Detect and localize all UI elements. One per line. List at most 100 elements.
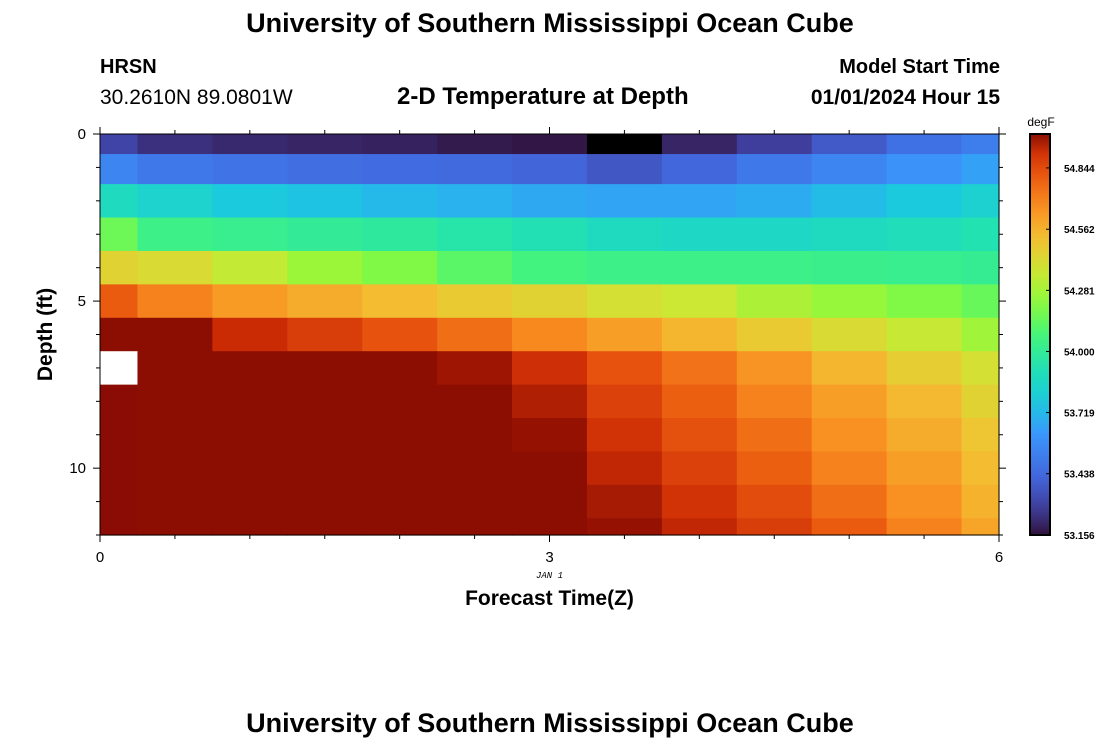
heatmap-cell (362, 451, 438, 486)
heatmap-cell (961, 384, 1000, 419)
heatmap-cell (512, 518, 588, 536)
heatmap-cell (137, 184, 213, 219)
heatmap-cell (512, 184, 588, 219)
heatmap-cell (287, 351, 363, 386)
heatmap-cell (100, 518, 139, 536)
heatmap-cell (961, 284, 1000, 319)
colorbar-tick-label: 54.844 (1064, 164, 1095, 175)
heatmap-cell (100, 184, 139, 219)
heatmap-cell (100, 384, 139, 419)
heatmap-cell (661, 418, 738, 453)
heatmap-cell (212, 250, 288, 285)
heatmap-cell (100, 154, 139, 185)
heatmap-cell (961, 484, 1000, 519)
heatmap-cell (362, 518, 438, 536)
heatmap-cell (437, 134, 513, 155)
heatmap-cell (212, 317, 288, 352)
heatmap-cell (137, 154, 213, 185)
x-tick-label: 0 (96, 549, 104, 566)
heatmap-cell (661, 484, 738, 519)
heatmap-cell (212, 451, 288, 486)
heatmap-cell (736, 184, 813, 219)
heatmap-cell (886, 351, 963, 386)
heatmap-cell (811, 451, 888, 486)
heatmap-cell (512, 217, 588, 252)
station-name: HRSN (100, 56, 157, 78)
heatmap-cell (137, 217, 213, 252)
heatmap-cell (811, 284, 888, 319)
colorbar-tick-label: 54.281 (1064, 286, 1095, 297)
heatmap-cell (512, 384, 588, 419)
heatmap-cell (100, 134, 139, 155)
heatmap-cell (661, 284, 738, 319)
heatmap-cell (736, 418, 813, 453)
heatmap-cell (586, 451, 663, 486)
heatmap-cell (586, 217, 663, 252)
heatmap-cell (736, 134, 813, 155)
heatmap-cell (287, 134, 363, 155)
heatmap-cell (137, 317, 213, 352)
x-axis-label: Forecast Time(Z) (465, 587, 634, 610)
heatmap-cell (586, 518, 663, 536)
heatmap-cell (437, 418, 513, 453)
heatmap-cell (212, 134, 288, 155)
colorbar-tick-label: 53.156 (1064, 531, 1095, 542)
heatmap-cell (362, 484, 438, 519)
heatmap-cell (961, 518, 1000, 536)
station-coordinates: 30.2610N 89.0801W (100, 86, 293, 109)
heatmap-cell (886, 451, 963, 486)
y-axis-label: Depth (ft) (34, 288, 57, 381)
heatmap-cell (100, 418, 139, 453)
heatmap-cell (212, 217, 288, 252)
heatmap-cell (811, 418, 888, 453)
heatmap-cell (586, 154, 663, 185)
colorbar-tick-label: 54.562 (1064, 225, 1095, 236)
heatmap-cell (811, 250, 888, 285)
colorbar-tick-label: 53.719 (1064, 409, 1095, 420)
heatmap-cell (212, 284, 288, 319)
heatmap-cell (512, 134, 588, 155)
heatmap-cell (287, 418, 363, 453)
heatmap-cell (287, 154, 363, 185)
heatmap-cell (811, 351, 888, 386)
heatmap-cell (437, 451, 513, 486)
heatmap-cell (437, 384, 513, 419)
heatmap-cell (886, 518, 963, 536)
heatmap-cell (362, 217, 438, 252)
y-tick-label: 10 (69, 460, 86, 477)
heatmap-cell (586, 284, 663, 319)
heatmap-cell (661, 518, 738, 536)
colorbar-unit: degF (1027, 115, 1054, 129)
heatmap-cell (512, 418, 588, 453)
x-tick-label: 6 (995, 549, 1003, 566)
heatmap-cell (287, 484, 363, 519)
heatmap-cell (512, 284, 588, 319)
heatmap-cell (100, 284, 139, 319)
heatmap-cell (287, 284, 363, 319)
heatmap-cell (661, 384, 738, 419)
heatmap-cell (437, 518, 513, 536)
heatmap-cell (661, 451, 738, 486)
heatmap-cell (811, 134, 888, 155)
heatmap-cell (512, 154, 588, 185)
y-tick-label: 5 (78, 293, 86, 310)
heatmap-cell (736, 518, 813, 536)
page-title: University of Southern Mississippi Ocean… (246, 8, 854, 38)
heatmap-cell (137, 351, 213, 386)
heatmap-cell (212, 384, 288, 419)
heatmap-cell (961, 134, 1000, 155)
y-tick-label: 0 (78, 126, 86, 143)
heatmap-cell (811, 154, 888, 185)
heatmap-cell (886, 217, 963, 252)
heatmap-cell (137, 384, 213, 419)
heatmap-cell (287, 184, 363, 219)
heatmap-cell (811, 184, 888, 219)
heatmap-cell (736, 484, 813, 519)
heatmap-cell (287, 250, 363, 285)
heatmap-chart: 0 5 10 0 3 6 Forecast Time(Z) Depth (ft) JAN … (34, 115, 1095, 610)
heatmap-cell (961, 418, 1000, 453)
heatmap-cell (437, 217, 513, 252)
heatmap-cell (811, 384, 888, 419)
heatmap-cell (137, 284, 213, 319)
heatmap-cell (886, 284, 963, 319)
